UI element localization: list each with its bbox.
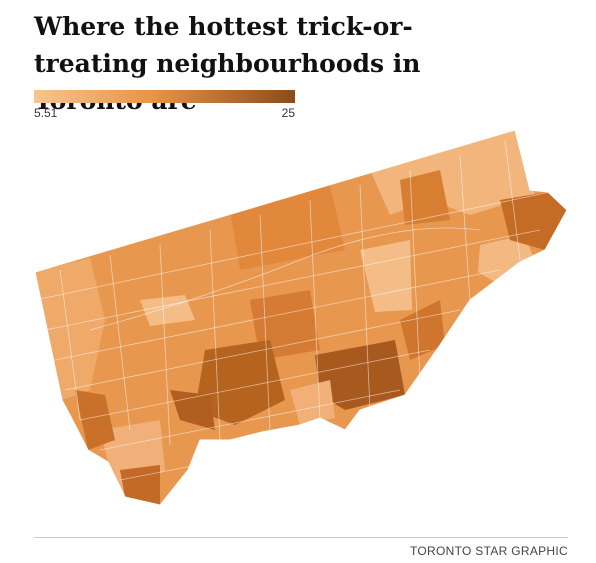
- title: Where the hottest trick-or-treating neig…: [34, 12, 421, 115]
- divider: [34, 537, 568, 538]
- city-outline: [34, 129, 568, 506]
- map: [34, 129, 568, 506]
- legend-gradient: [34, 90, 295, 103]
- legend-min: 5.51: [34, 106, 58, 120]
- legend-max: 25: [281, 106, 295, 120]
- credit: TORONTO STAR GRAPHIC: [409, 544, 568, 558]
- neighbourhoods: [35, 130, 567, 505]
